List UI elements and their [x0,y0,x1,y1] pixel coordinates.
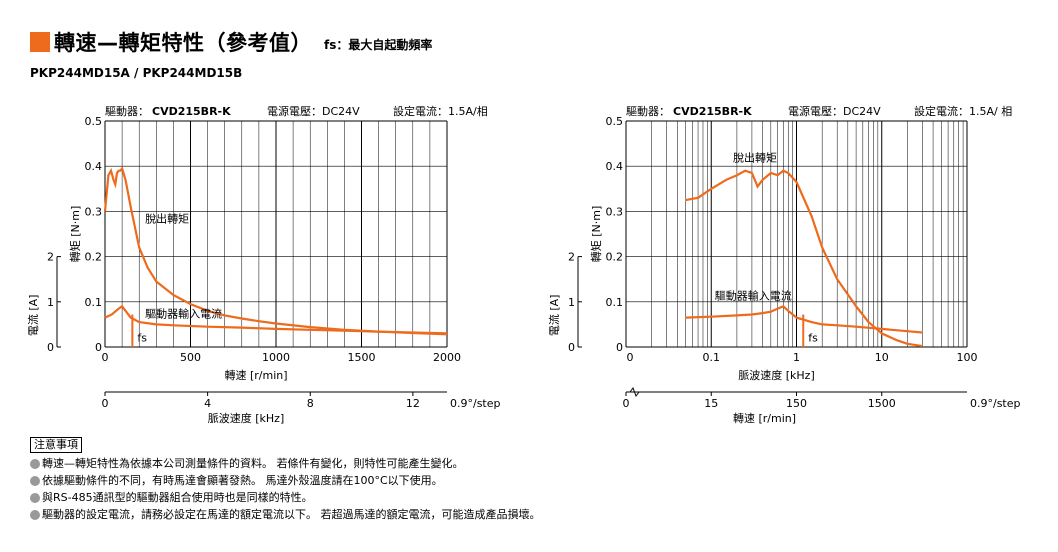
x-tick-label: 2000 [433,351,461,364]
x-tick-label: 0.1 [703,351,721,364]
secondary-x-axis-label: 脈波速度 [kHz] [208,411,285,425]
y-tick-label: 0.5 [85,115,103,128]
notes-title: 注意事項 [30,437,82,453]
current-label: 設定電流：1.5A/相 [393,104,488,118]
y-tick-label: 0.3 [606,205,624,218]
secondary-x-tick-label: 8 [307,397,314,410]
x-tick-label: 1 [793,351,800,364]
axis-break-icon [629,386,640,398]
y-axis-label: 轉矩 [N·m] [69,206,82,263]
orange-square-icon [30,32,50,52]
current-axis-label: 電流 [A] [26,295,40,337]
note-item: 依據驅動條件的不同，有時馬達會顯著發熱。 馬達外殼溫度請在100°C以下使用。 [30,472,541,489]
bullet-icon [30,458,40,469]
current-tick-label: 2 [47,251,54,264]
note-item: 與RS-485通訊型的驅動器組合使用時也是同樣的特性。 [30,489,541,506]
x-tick-label: 100 [957,351,978,364]
x-tick-label: 10 [875,351,889,364]
current-axis-label: 電流 [A] [547,295,561,337]
x-axis-label: 脈波速度 [kHz] [738,368,815,382]
current-tick-label: 1 [47,296,54,309]
series-label-torque: 脫出轉矩 [145,212,189,226]
pullout-torque-line [685,169,923,348]
secondary-x-tick-label: 0 [623,397,630,410]
driver-current-line [104,304,448,335]
x-tick-label: 0 [102,351,109,364]
y-axis-label: 轉矩 [N·m] [590,206,603,263]
note-item: 驅動器的設定電流，請務必設定在馬達的額定電流以下。 若超過馬達的額定電流，可能造… [30,506,541,523]
y-tick-label: 0.4 [85,160,103,173]
current-label: 設定電流：1.5A/ 相 [914,104,1012,118]
y-tick-label: 0.1 [85,296,103,309]
driver-label: 驅動器： [626,104,670,118]
series-label-torque: 脫出轉矩 [733,151,777,165]
secondary-x-tick-label: 4 [204,397,211,410]
notes: 注意事項 轉速—轉矩特性為依據本公司測量條件的資料。 若條件有變化，則特性可能產… [30,436,541,523]
step-angle-label: 0.9°/step [450,397,501,410]
y-tick-label: 0.3 [85,205,103,218]
secondary-x-tick-label: 150 [786,397,807,410]
y-tick-label: 0.2 [606,251,624,264]
bullet-icon [30,492,40,503]
y-tick-label: 0.2 [85,251,103,264]
fs-label: fs [808,332,818,345]
bullet-icon [30,475,40,486]
section-header: 轉速—轉矩特性（參考值） fs：最大自起動頻率 [30,30,433,55]
y-tick-label: 0.1 [606,296,624,309]
driver-model: CVD215BR-K [152,105,231,118]
x-tick-label: 1000 [262,351,290,364]
x-axis-label: 轉速 [r/min] [224,369,287,382]
y-tick-label: 0.4 [606,160,624,173]
secondary-x-tick-label: 12 [406,397,420,410]
section-title: 轉速—轉矩特性（參考值） [54,31,312,55]
series-label-current: 驅動器輸入電流 [715,289,792,303]
current-tick-label: 2 [568,251,575,264]
pullout-torque-line [103,166,448,336]
secondary-x-tick-label: 0 [102,397,109,410]
note-item: 轉速—轉矩特性為依據本公司測量條件的資料。 若條件有變化，則特性可能產生變化。 [30,455,541,472]
fs-label: fs [137,332,147,345]
y-tick-label: 0.5 [606,115,624,128]
x-tick-label: 500 [180,351,201,364]
bullet-icon [30,509,40,520]
series-label-current: 驅動器輸入電流 [145,307,222,321]
x-tick-label: 1500 [348,351,376,364]
model-names: PKP244MD15A / PKP244MD15B [30,66,243,80]
secondary-x-tick-label: 15 [704,397,718,410]
step-angle-label: 0.9°/step [970,397,1021,410]
secondary-x-axis-label: 轉速 [r/min] [733,412,796,425]
y-tick-label: 0 [616,341,623,354]
driver-label: 驅動器： [105,104,149,118]
voltage-label: 電源電壓：DC24V [788,104,881,118]
current-tick-label: 0 [47,341,54,354]
fs-note: fs：最大自起動頻率 [324,37,433,52]
y-tick-label: 0 [95,341,102,354]
x-tick-label: 0 [627,351,634,364]
voltage-label: 電源電壓：DC24V [267,104,360,118]
current-tick-label: 1 [568,296,575,309]
driver-model: CVD215BR-K [673,105,752,118]
secondary-x-tick-label: 1500 [868,397,896,410]
current-tick-label: 0 [568,341,575,354]
driver-current-line [685,305,923,334]
